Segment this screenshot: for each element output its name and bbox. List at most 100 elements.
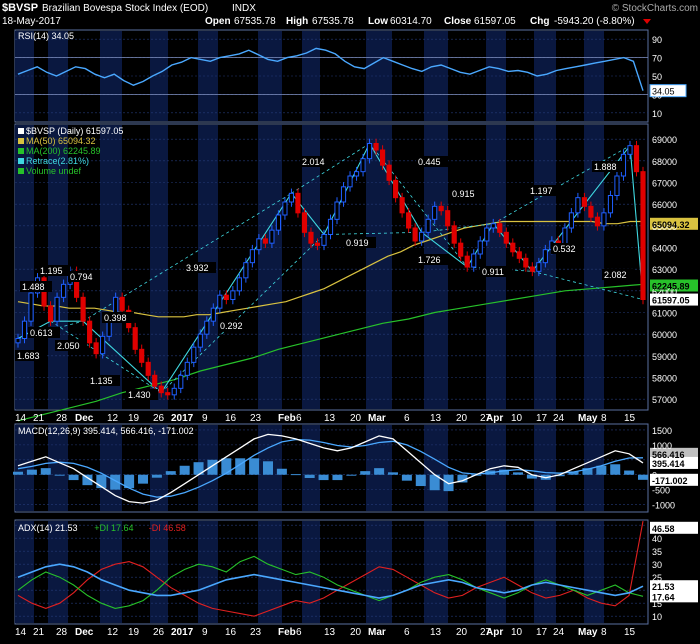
macd-signal-line [17, 438, 644, 498]
price-candle-body [568, 212, 574, 229]
price-candle-body [412, 227, 418, 242]
zigzag-ratio-label: 1.683 [17, 351, 40, 361]
adx-x-tick-label: 26 [153, 627, 165, 638]
zigzag-retrace-line [17, 320, 84, 339]
price-candle-body [393, 179, 399, 199]
zigzag-label-bg [15, 350, 47, 361]
adx-x-tick-label: 14 [15, 627, 27, 638]
macd-histogram-bar [13, 471, 23, 475]
price-legend-entry: Retrace(2.81%) [26, 156, 89, 166]
adx-y-tick-label: 25 [652, 573, 662, 583]
price-candle-body [230, 290, 236, 301]
price-candle-body [575, 197, 581, 214]
price-x-tick-label: 9 [202, 413, 208, 424]
price-y-tick-label: 62000 [652, 287, 677, 297]
ma200-line [17, 283, 644, 422]
adx-value-tag [650, 580, 698, 593]
adx-x-tick-label: 20 [456, 627, 468, 638]
price-y-tick-label: 59000 [652, 352, 677, 362]
price-x-tick-label: 23 [250, 413, 262, 424]
rsi-legend: RSI(14) 34.05 [18, 31, 74, 41]
macd-value-value-text: 395.414 [652, 459, 685, 469]
price-x-tick-label: Apr [486, 413, 503, 424]
plus-di-value-tag [650, 590, 698, 603]
macd-histogram-bar [110, 474, 121, 490]
zigzag-ratio-label: 0.398 [104, 313, 127, 323]
macd-histogram-bar [96, 474, 107, 489]
zigzag-ratio-label: 0.292 [220, 321, 243, 331]
price-candle-body [588, 205, 594, 218]
macd-histogram-bar [165, 471, 176, 475]
adx-week-band [150, 521, 168, 623]
watermark: © StockCharts.com [612, 3, 698, 14]
ma50-value-tag [650, 217, 698, 230]
adx-x-tick-label: 23 [250, 627, 262, 638]
close-value-text: 61597.05 [652, 296, 690, 306]
zigzag-retrace-line [82, 192, 292, 322]
adx-week-band [198, 521, 218, 623]
price-candle-body [334, 201, 340, 220]
macd-legend: MACD(12,26,9) 395.414, 566.416, -171.002 [18, 426, 194, 436]
price-candle-body [425, 218, 431, 233]
adx-x-tick-label: 20 [350, 627, 362, 638]
zigzag-label-bg [592, 161, 624, 172]
adx-x-tick-label: 28 [56, 627, 68, 638]
zigzag-label-bg [68, 271, 100, 282]
price-x-tick-label: 16 [225, 413, 237, 424]
zigzag-ratio-label: 0.445 [418, 157, 441, 167]
price-candle-body [210, 307, 216, 322]
macd-histogram-bar [179, 465, 190, 475]
adx-x-tick-label: 9 [202, 627, 208, 638]
macd-histogram-bar [221, 458, 232, 475]
macd-histogram-bar [429, 474, 440, 491]
rsi-value-tag [649, 84, 687, 98]
rsi-y-tick-label: 10 [652, 109, 662, 119]
price-y-tick-label: 66000 [652, 200, 677, 210]
adx-week-band [424, 521, 448, 623]
chg-down-arrow-icon [643, 19, 651, 24]
price-candle-body [542, 249, 548, 264]
price-candle-body [288, 192, 295, 203]
price-candle-body [490, 223, 496, 229]
macd-histogram-bar [290, 474, 301, 476]
price-legend-swatch [18, 138, 24, 144]
price-x-tick-label: 13 [324, 413, 336, 424]
price-x-tick-label: 8 [601, 413, 607, 424]
price-legend-entry: MA(200) 62245.89 [26, 146, 101, 156]
adx-week-band [534, 521, 556, 623]
price-candle-body [477, 240, 483, 255]
price-candle-body [249, 249, 255, 264]
price-week-band [302, 125, 320, 409]
price-candle-body [380, 149, 386, 166]
plus-di-value-text: 17.64 [652, 592, 675, 602]
chart-symbol: $BVSP [2, 2, 38, 14]
zigzag-label-bg [55, 340, 87, 351]
macd-y-tick-label: 0 [652, 471, 657, 481]
adx-x-tick-label: Mar [368, 627, 386, 638]
price-week-band [584, 125, 604, 409]
price-candle-body [438, 205, 444, 212]
price-x-tick-label: 21 [33, 413, 45, 424]
rsi-y-tick-label: 30 [652, 90, 662, 100]
macd-histogram-bar [207, 459, 218, 475]
adx-x-tick-label: 13 [324, 627, 336, 638]
price-candle-body [419, 231, 425, 242]
rsi-value-text: 34.05 [652, 87, 675, 97]
price-candle-body [119, 296, 125, 311]
price-candle-body [269, 229, 275, 244]
zigzag-label-bg [528, 185, 560, 196]
price-candle-body [165, 392, 171, 396]
adx-x-tick-label: 24 [553, 627, 565, 638]
price-candle-body [28, 292, 34, 322]
price-candle-body [80, 296, 86, 322]
price-candle-body [640, 171, 646, 301]
adx-y-tick-label: 40 [652, 534, 662, 544]
price-candle-body [594, 216, 601, 227]
price-candle-body [327, 218, 334, 235]
macd-signal-value-tag [650, 447, 698, 460]
price-x-tick-label: 28 [56, 413, 68, 424]
close-label: Close [444, 16, 472, 27]
macd-hist-value-tag [650, 473, 698, 486]
ma200-value-text: 62245.89 [652, 282, 690, 292]
